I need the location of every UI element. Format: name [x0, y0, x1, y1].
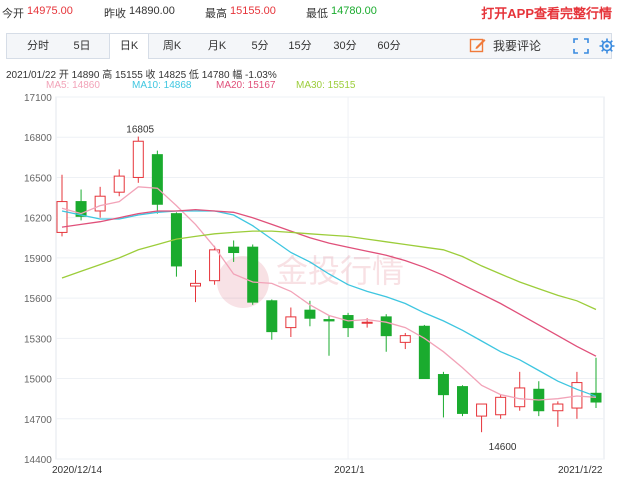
tab-5min[interactable]: 5分 — [251, 40, 269, 52]
candle-down — [266, 300, 278, 333]
ma5-line — [61, 186, 597, 401]
tab-15min[interactable]: 15分 — [288, 40, 312, 52]
prev-close-value: 14890.00 — [129, 5, 175, 17]
candle-up — [476, 403, 488, 417]
candle-up — [361, 321, 373, 324]
candle-down — [342, 315, 354, 329]
candle-up — [552, 403, 564, 412]
tab-5day[interactable]: 5日 — [73, 40, 91, 52]
candle-up — [209, 249, 221, 282]
tab-intraday[interactable]: 分时 — [27, 40, 49, 52]
edit-icon — [469, 38, 486, 53]
candle-up — [94, 195, 106, 212]
tab-30min[interactable]: 30分 — [333, 40, 357, 52]
candle-down — [380, 316, 392, 337]
ma30-line — [61, 230, 597, 311]
candle-up — [56, 201, 68, 233]
candle-up — [495, 396, 507, 416]
ma30-legend: MA30: 15515 — [296, 80, 356, 91]
x-tick-label: 2021/1/22 — [558, 465, 603, 476]
settings-icon[interactable] — [599, 38, 615, 54]
tab-weekly-k[interactable]: 周K — [162, 40, 182, 52]
candle-down — [590, 392, 602, 403]
x-tick-label: 2021/1 — [334, 465, 365, 476]
y-tick-label: 17100 — [24, 93, 52, 104]
watermark: 金投行情 — [217, 252, 404, 308]
tab-60min[interactable]: 60分 — [377, 40, 401, 52]
ma10-line — [61, 210, 597, 397]
ma5-legend: MA5: 14860 — [46, 80, 100, 91]
candle-up — [113, 175, 125, 193]
y-tick-label: 15900 — [24, 254, 52, 265]
candle-down — [151, 154, 163, 205]
price-annotation: 14600 — [489, 442, 517, 453]
period-tabs: 分时 5日 日K 周K 月K 5分 15分 30分 60分 我要评论 — [6, 33, 615, 59]
prev-close-label: 昨收 — [104, 8, 126, 20]
tab-daily-k[interactable]: 日K — [109, 33, 149, 59]
tab-monthly-k[interactable]: 月K — [207, 40, 227, 52]
price-annotation: 16805 — [126, 125, 154, 136]
candle-up — [285, 316, 297, 329]
fullscreen-icon[interactable] — [573, 38, 589, 54]
ma10-legend: MA10: 14868 — [132, 80, 192, 91]
y-tick-label: 16200 — [24, 214, 52, 225]
ohlc-info-line: 2021/01/22 开 14890 高 15155 收 14825 低 147… — [6, 70, 277, 81]
candle-down — [323, 319, 335, 322]
candle-down — [457, 386, 468, 414]
comment-button[interactable]: 我要评论 — [469, 34, 541, 58]
candle-down — [170, 213, 182, 267]
y-tick-label: 15300 — [24, 334, 52, 345]
ma20-line — [61, 208, 597, 357]
comment-label: 我要评论 — [493, 39, 542, 53]
candle-down — [75, 201, 87, 217]
quote-bar: 今开 14975.00 昨收 14890.00 最高 15155.00 最低 1… — [0, 0, 618, 26]
y-tick-label: 16500 — [24, 173, 52, 184]
candle-down — [247, 246, 259, 303]
open-label: 今开 — [2, 8, 24, 20]
y-tick-label: 15600 — [24, 294, 52, 305]
ma20-legend: MA20: 15167 — [216, 80, 276, 91]
candle-up — [190, 282, 201, 287]
low-value: 14780.00 — [331, 5, 377, 17]
y-tick-label: 16800 — [24, 133, 52, 144]
high-label: 最高 — [205, 8, 227, 20]
open-app-link[interactable]: 打开APP查看完整行情 — [481, 6, 612, 21]
y-tick-label: 15000 — [24, 375, 52, 386]
x-tick-label: 2020/12/14 — [52, 465, 102, 476]
y-tick-label: 14700 — [24, 415, 52, 426]
high-value: 15155.00 — [230, 5, 276, 17]
candle-down — [418, 325, 430, 380]
candle-down — [437, 374, 449, 396]
candle-up — [571, 382, 583, 409]
watermark-text: 金投行情 — [276, 252, 404, 290]
candle-down — [228, 246, 240, 254]
candle-down — [304, 309, 316, 319]
low-label: 最低 — [306, 8, 328, 20]
y-tick-label: 14400 — [24, 455, 52, 466]
candle-up — [399, 335, 411, 343]
candle-up — [132, 140, 144, 178]
open-value: 14975.00 — [27, 5, 73, 17]
